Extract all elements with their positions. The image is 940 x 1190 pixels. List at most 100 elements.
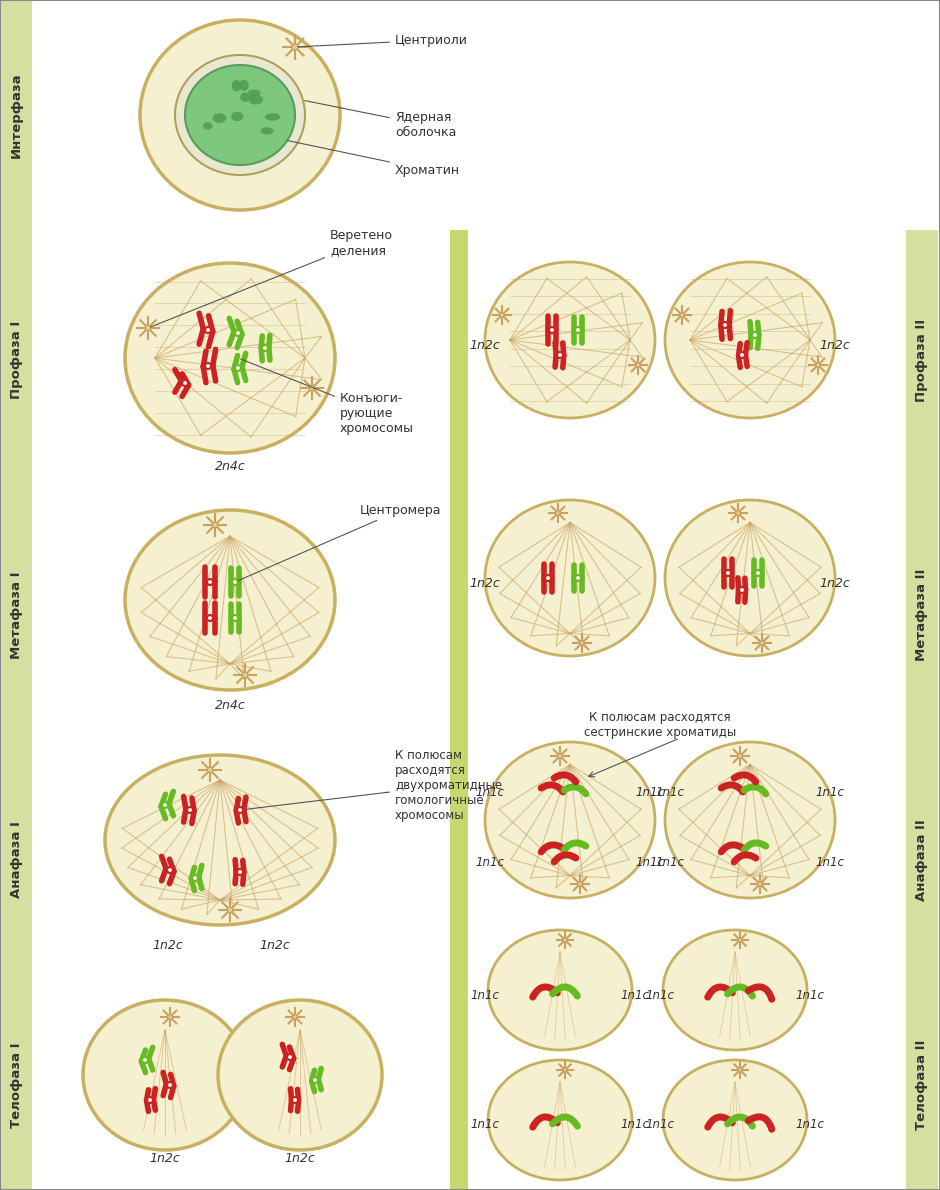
Circle shape: [680, 313, 684, 318]
Text: 1n1c: 1n1c: [646, 1119, 675, 1132]
Text: Интерфаза: Интерфаза: [9, 73, 23, 158]
Ellipse shape: [125, 263, 335, 453]
Text: К полюсам
расходятся
двухроматидные
гомологичные
хромосомы: К полюсам расходятся двухроматидные гомо…: [243, 749, 502, 821]
Circle shape: [563, 1067, 567, 1072]
Circle shape: [262, 345, 268, 351]
Ellipse shape: [221, 81, 234, 93]
Ellipse shape: [488, 931, 632, 1050]
Circle shape: [752, 332, 758, 338]
Text: 1n1c: 1n1c: [795, 1119, 824, 1132]
Text: Анафаза II: Анафаза II: [916, 819, 929, 901]
Circle shape: [557, 753, 562, 758]
Circle shape: [235, 365, 241, 371]
FancyBboxPatch shape: [906, 230, 938, 490]
Circle shape: [312, 1077, 318, 1083]
Circle shape: [292, 1015, 297, 1020]
Circle shape: [227, 907, 233, 913]
Circle shape: [580, 640, 585, 645]
Circle shape: [549, 327, 555, 333]
Circle shape: [207, 580, 213, 585]
FancyBboxPatch shape: [32, 0, 450, 1190]
Ellipse shape: [185, 65, 295, 165]
Text: Веретено
деления: Веретено деления: [150, 228, 393, 327]
Text: 1n2c: 1n2c: [149, 1152, 180, 1165]
Circle shape: [739, 352, 745, 358]
Text: 1n1c: 1n1c: [655, 856, 684, 869]
Text: Хроматин: Хроматин: [288, 140, 460, 176]
Text: 1n1c: 1n1c: [476, 856, 505, 869]
Circle shape: [205, 363, 211, 369]
Circle shape: [237, 807, 243, 813]
FancyBboxPatch shape: [0, 0, 32, 230]
Circle shape: [760, 640, 764, 645]
Ellipse shape: [665, 262, 835, 418]
Circle shape: [292, 44, 298, 50]
Text: 1n2c: 1n2c: [820, 576, 851, 589]
Ellipse shape: [485, 262, 655, 418]
Text: Метафаза II: Метафаза II: [916, 569, 929, 662]
Circle shape: [725, 570, 731, 576]
Text: Телофаза II: Телофаза II: [916, 1040, 929, 1130]
Circle shape: [292, 1097, 298, 1103]
Text: Метафаза I: Метафаза I: [9, 571, 23, 659]
Text: Телофаза I: Телофаза I: [9, 1042, 23, 1128]
Circle shape: [755, 570, 761, 576]
Ellipse shape: [105, 754, 335, 925]
Text: 1n2c: 1n2c: [285, 1152, 316, 1165]
FancyBboxPatch shape: [0, 981, 32, 1190]
Circle shape: [758, 882, 762, 887]
Circle shape: [545, 575, 551, 581]
FancyBboxPatch shape: [906, 490, 938, 740]
Circle shape: [167, 868, 173, 873]
Text: 1n1c: 1n1c: [620, 989, 650, 1002]
Circle shape: [722, 322, 728, 328]
Text: 1n2c: 1n2c: [259, 939, 290, 952]
Text: 1n2c: 1n2c: [820, 338, 851, 351]
Circle shape: [192, 875, 198, 881]
FancyBboxPatch shape: [0, 230, 32, 490]
Ellipse shape: [247, 119, 263, 130]
Ellipse shape: [140, 20, 340, 209]
Circle shape: [736, 511, 741, 515]
Text: 1n1c: 1n1c: [816, 785, 844, 798]
Ellipse shape: [212, 112, 227, 121]
Text: 1n1c: 1n1c: [635, 856, 665, 869]
Circle shape: [207, 768, 212, 772]
Text: 1n1c: 1n1c: [476, 785, 505, 798]
Text: 1n1c: 1n1c: [471, 1119, 499, 1132]
Circle shape: [235, 330, 241, 336]
Circle shape: [232, 615, 238, 621]
Ellipse shape: [485, 743, 655, 898]
Text: 1n2c: 1n2c: [152, 939, 183, 952]
Circle shape: [182, 380, 188, 386]
FancyBboxPatch shape: [0, 490, 32, 740]
Circle shape: [147, 1097, 153, 1103]
FancyBboxPatch shape: [468, 230, 906, 1190]
Ellipse shape: [485, 500, 655, 656]
Text: 1n1c: 1n1c: [655, 785, 684, 798]
Circle shape: [575, 327, 581, 333]
Text: Ядерная
оболочка: Ядерная оболочка: [305, 100, 457, 139]
Circle shape: [739, 587, 745, 593]
Circle shape: [738, 1067, 742, 1072]
Text: Центриоли: Центриоли: [298, 33, 468, 46]
Ellipse shape: [227, 133, 244, 139]
FancyBboxPatch shape: [906, 981, 938, 1190]
Text: 2n4c: 2n4c: [214, 459, 245, 472]
Text: Конъюги-
рующие
хромосомы: Конъюги- рующие хромосомы: [241, 359, 414, 434]
Ellipse shape: [665, 500, 835, 656]
Text: 1n1c: 1n1c: [816, 856, 844, 869]
Ellipse shape: [240, 95, 257, 104]
FancyBboxPatch shape: [0, 740, 32, 981]
Ellipse shape: [237, 138, 254, 148]
Circle shape: [212, 522, 218, 527]
Circle shape: [146, 325, 150, 331]
Circle shape: [167, 1082, 173, 1088]
Circle shape: [237, 869, 243, 875]
Circle shape: [309, 386, 315, 390]
Text: 1n1c: 1n1c: [646, 989, 675, 1002]
Ellipse shape: [488, 1060, 632, 1180]
Circle shape: [207, 615, 213, 621]
Ellipse shape: [665, 743, 835, 898]
Circle shape: [635, 363, 640, 368]
